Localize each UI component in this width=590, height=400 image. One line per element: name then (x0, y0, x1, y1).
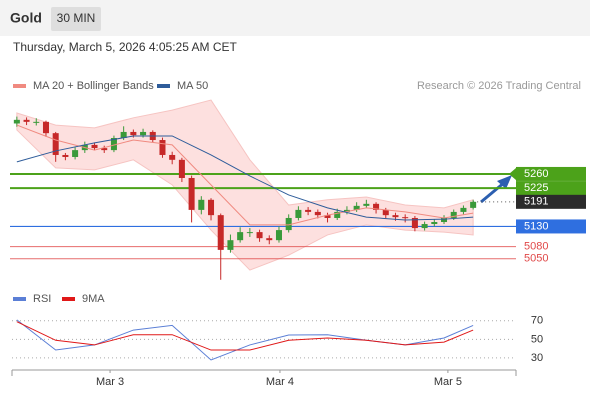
candle-body (91, 144, 98, 149)
legend-swatch (13, 84, 26, 88)
candle-body (411, 217, 418, 229)
candle-body (353, 205, 360, 210)
candle-body (460, 207, 467, 212)
candle-body (120, 131, 127, 139)
candle-body (13, 119, 20, 124)
candle-body (208, 199, 215, 216)
legend-label: MA 50 (177, 80, 208, 92)
legend-label: RSI (33, 293, 51, 305)
candle-body (363, 203, 370, 206)
bollinger-band (16, 99, 474, 271)
candle-body (266, 238, 273, 241)
timestamp: Thursday, March 5, 2026 4:05:25 AM CET (13, 40, 238, 54)
candle-body (52, 133, 59, 155)
candle-body (314, 211, 321, 216)
interval[interactable]: 30 MIN (57, 11, 96, 25)
candle-body (450, 211, 457, 218)
candle-body (178, 159, 185, 178)
candle-body (198, 199, 205, 210)
candle-body (275, 230, 282, 241)
candle-body (324, 215, 331, 218)
x-tick-label: Mar 4 (266, 376, 294, 388)
candle-body (227, 240, 234, 250)
candle-body (33, 121, 40, 123)
level-label: 5080 (524, 241, 548, 253)
candle-body (237, 232, 244, 241)
candle-body (130, 131, 137, 136)
candle-body (140, 131, 147, 136)
candle-body (431, 222, 438, 225)
candle-body (246, 232, 253, 234)
candle-body (382, 209, 389, 216)
level-box (516, 181, 586, 196)
candle-body (23, 119, 30, 122)
candle-body (470, 201, 477, 208)
moving-average (16, 124, 474, 226)
level-label: 5225 (524, 182, 548, 194)
y-tick-label: 70 (531, 315, 543, 327)
x-tick-label: Mar 5 (434, 376, 462, 388)
candle-body (256, 232, 263, 239)
candle-body (305, 209, 312, 212)
price-label: 5191 (524, 196, 548, 208)
title: Gold (10, 10, 42, 26)
candle-body (334, 211, 341, 218)
legend-label: MA 20 + Bollinger Bands (33, 80, 154, 92)
candle-body (62, 154, 69, 157)
candle-body (217, 215, 224, 250)
candle-body (72, 150, 79, 157)
level-label: 5130 (524, 220, 548, 232)
indicator-line (16, 319, 474, 361)
candle-body (373, 203, 380, 210)
candle-body (42, 121, 49, 134)
interval-button[interactable] (51, 7, 101, 31)
x-tick-label: Mar 3 (96, 376, 124, 388)
candle-body (441, 217, 448, 223)
candle-body (169, 154, 176, 160)
credit: Research © 2026 Trading Central (417, 80, 581, 92)
level-box (516, 166, 586, 181)
moving-average (16, 135, 474, 221)
price-box (516, 194, 586, 209)
indicator-line (16, 321, 474, 351)
forecast-arrowhead (497, 175, 512, 189)
candle-body (421, 224, 428, 229)
legend-label: 9MA (82, 293, 105, 305)
legend-swatch (157, 84, 170, 88)
candle-body (402, 217, 409, 219)
candle-body (159, 140, 166, 155)
candle-body (188, 177, 195, 210)
candle-body (343, 209, 350, 212)
forecast-arrow (480, 180, 506, 204)
legend-swatch (13, 297, 26, 301)
candle-body (110, 138, 117, 151)
level-box (516, 219, 586, 234)
legend-swatch (62, 297, 75, 301)
y-tick-label: 50 (531, 333, 543, 345)
y-tick-label: 30 (531, 352, 543, 364)
level-box-tab (509, 168, 516, 180)
candle-body (295, 209, 302, 218)
level-label: 5050 (524, 253, 548, 265)
candle-body (392, 215, 399, 218)
level-label: 5260 (524, 168, 548, 180)
candle-body (101, 148, 108, 151)
candle-body (285, 217, 292, 231)
